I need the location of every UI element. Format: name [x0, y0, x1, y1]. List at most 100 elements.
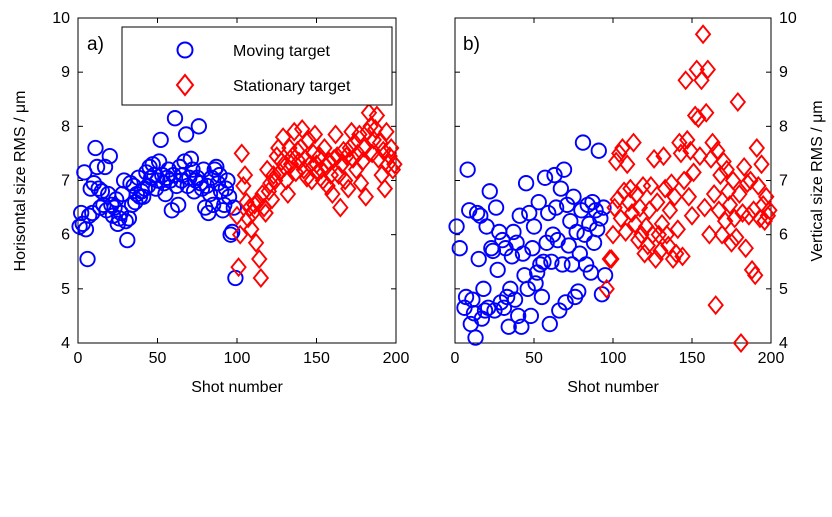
moving-target-point: [511, 207, 528, 224]
stationary-target-point: [696, 197, 713, 218]
stationary-target-point: [344, 148, 362, 169]
panel-a-ticks: 0 50 100 150 200 4 5 6 7 8 9 10: [52, 10, 409, 367]
stationary-target-point: [724, 170, 742, 191]
x-tick-label: 200: [383, 350, 410, 367]
stationary-target-point: [697, 102, 715, 123]
stationary-target-point: [279, 184, 297, 205]
moving-target-point: [530, 194, 547, 211]
legend-moving-label: Moving target: [233, 43, 330, 60]
y-tick-label: 5: [779, 281, 788, 298]
moving-target-point: [451, 240, 468, 257]
stationary-target-point: [652, 240, 669, 261]
stationary-target-point: [709, 140, 726, 161]
x-tick-label: 50: [525, 350, 543, 367]
stationary-target-point: [231, 224, 249, 245]
stationary-target-point: [352, 173, 370, 194]
stationary-target-point: [664, 249, 682, 270]
stationary-target-point: [367, 119, 384, 140]
stationary-target-point: [690, 108, 707, 129]
moving-target-point: [476, 302, 494, 319]
stationary-target-point: [295, 159, 313, 180]
stationary-target-point: [631, 197, 649, 218]
stationary-target-point: [233, 143, 251, 164]
stationary-target-point: [286, 121, 303, 142]
stationary-target-point: [257, 203, 274, 223]
stationary-target-point: [674, 246, 691, 267]
moving-target-point: [222, 226, 239, 243]
stationary-target-point: [612, 208, 630, 229]
moving-target-point: [87, 139, 104, 157]
stationary-target-point: [623, 203, 641, 223]
stationary-target-point: [354, 151, 371, 172]
stationary-target-point: [710, 200, 728, 221]
moving-target-point: [160, 161, 177, 178]
stationary-target-point: [276, 156, 293, 177]
stationary-target-point: [278, 170, 295, 191]
stationary-target-point: [685, 162, 702, 183]
x-tick-label: 0: [74, 350, 83, 367]
x-tick-label: 100: [600, 350, 627, 367]
stationary-target-point: [333, 154, 351, 175]
stationary-target-point: [677, 70, 694, 91]
stationary-target-point: [351, 124, 368, 145]
stationary-target-point: [751, 208, 769, 229]
moving-target-point: [224, 223, 241, 241]
legend-stationary-label: Stationary target: [233, 78, 351, 95]
stationary-target-point: [743, 259, 761, 280]
stationary-target-point: [658, 224, 675, 245]
stationary-target-point: [672, 143, 690, 164]
moving-target-point: [533, 288, 551, 306]
stationary-target-point: [645, 148, 663, 169]
moving-target-point: [543, 253, 560, 270]
stationary-target-point: [655, 146, 672, 167]
stationary-target-point: [726, 208, 743, 229]
stationary-target-point: [247, 232, 265, 253]
moving-target-point: [481, 183, 498, 200]
moving-target-point: [204, 196, 222, 214]
stationary-target-point: [718, 159, 735, 180]
moving-target-point: [587, 202, 604, 219]
moving-target-point: [88, 158, 106, 176]
stationary-target-point: [625, 132, 642, 153]
moving-target-point: [182, 150, 200, 167]
moving-target-point: [552, 180, 570, 197]
moving-target-point: [101, 147, 118, 165]
stationary-target-point: [336, 170, 354, 191]
stationary-target-point: [230, 257, 247, 278]
stationary-target-point: [617, 221, 634, 242]
stationary-target-point: [647, 249, 664, 270]
moving-target-point: [557, 294, 574, 311]
stationary-target-point: [378, 121, 395, 142]
stationary-target-point: [644, 224, 661, 245]
moving-target-point: [513, 318, 530, 335]
stationary-target-point: [728, 227, 745, 248]
stationary-target-point: [324, 184, 341, 205]
stationary-target-point: [598, 278, 615, 299]
y-tick-label: 5: [61, 281, 70, 298]
stationary-target-point: [375, 140, 392, 161]
moving-target-point: [514, 245, 532, 262]
stationary-target-point: [661, 200, 679, 221]
stationary-target-point: [371, 132, 389, 153]
y-tick-label: 6: [779, 227, 788, 244]
stationary-target-point: [249, 192, 266, 213]
stationary-target-point: [298, 167, 316, 188]
x-tick-label: 150: [679, 350, 706, 367]
y-tick-label: 7: [779, 173, 788, 190]
panel-b-points: [448, 24, 778, 353]
stationary-target-point: [341, 138, 359, 158]
x-tick-label: 150: [303, 350, 330, 367]
stationary-target-point: [332, 197, 349, 218]
moving-target-point: [544, 226, 562, 243]
moving-target-point: [208, 158, 225, 176]
moving-target-point: [590, 142, 607, 159]
stationary-target-point: [349, 143, 367, 164]
moving-target-point: [546, 166, 563, 184]
stationary-target-point: [693, 70, 710, 91]
stationary-target-point: [759, 205, 777, 226]
stationary-target-point: [735, 156, 753, 177]
moving-target-point: [80, 207, 98, 224]
panel-a-xlabel: Shot number: [191, 379, 283, 396]
y-tick-label: 4: [779, 335, 788, 352]
